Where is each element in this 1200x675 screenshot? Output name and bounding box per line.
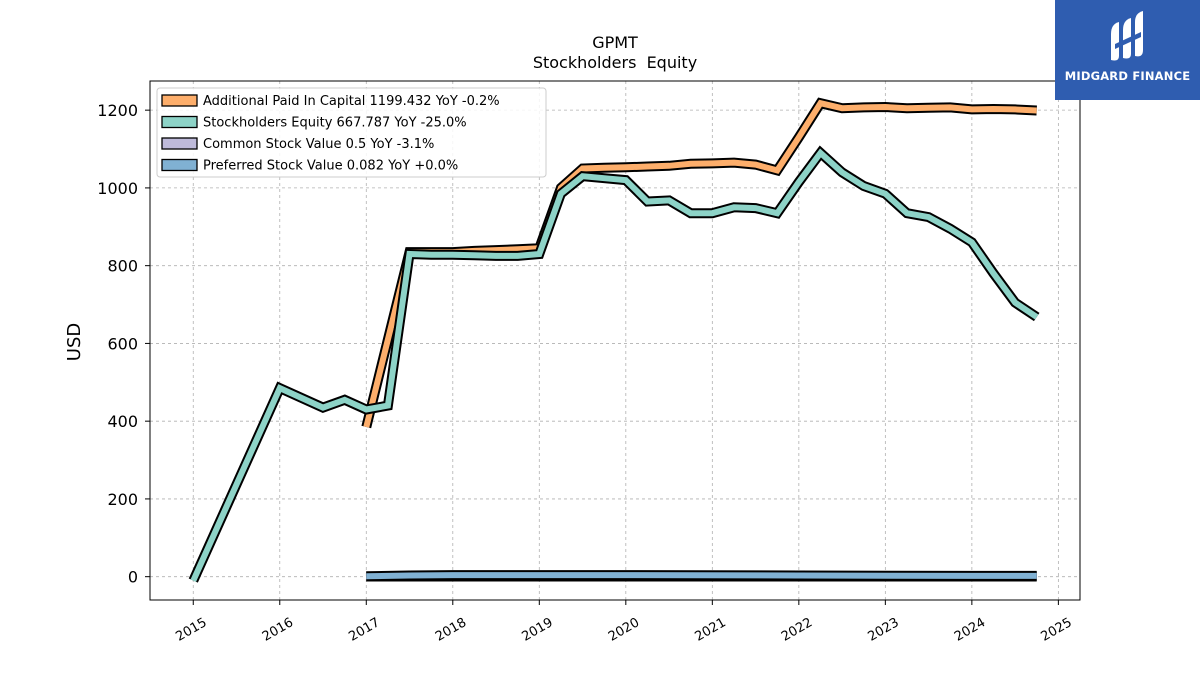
series-outline <box>188 145 1040 583</box>
legend: Additional Paid In Capital 1199.432 YoY … <box>156 87 547 178</box>
y-tick-label: 0 <box>128 568 138 587</box>
series-line-3 <box>366 570 1037 582</box>
legend-swatch <box>161 115 198 129</box>
legend-item: Preferred Stock Value 0.082 YoY +0.0% <box>161 158 458 174</box>
x-tick-label: 2022 <box>779 615 815 645</box>
legend-label: Stockholders Equity 667.787 YoY -25.0% <box>203 116 467 131</box>
x-tick-label: 2023 <box>866 615 902 645</box>
x-tick-label: 2021 <box>692 615 728 645</box>
chart-subtitle: Stockholders Equity <box>533 53 697 72</box>
x-tick-label: 2015 <box>173 615 209 645</box>
series-lines <box>188 97 1040 583</box>
plot-frame <box>149 80 1081 601</box>
legend-label: Additional Paid In Capital 1199.432 YoY … <box>203 94 500 109</box>
series-line-1 <box>188 145 1040 583</box>
x-tick-label: 2024 <box>952 615 988 645</box>
legend-box <box>156 87 547 178</box>
legend-item: Stockholders Equity 667.787 YoY -25.0% <box>161 115 467 131</box>
legend-swatch <box>161 137 198 150</box>
y-axis-label: USD <box>64 323 85 361</box>
series-stroke <box>190 148 1039 582</box>
brand-logo: MIDGARD FINANCE <box>1055 0 1200 100</box>
y-tick-label: 400 <box>107 412 138 431</box>
legend-item: Additional Paid In Capital 1199.432 YoY … <box>161 94 500 109</box>
brand-name: MIDGARD FINANCE <box>1064 69 1191 83</box>
x-tick-label: 2016 <box>260 615 296 645</box>
legend-item: Common Stock Value 0.5 YoY -3.1% <box>161 137 434 152</box>
x-tick-label: 2020 <box>606 615 642 645</box>
legend-swatch <box>161 94 198 107</box>
legend-label: Common Stock Value 0.5 YoY -3.1% <box>203 137 434 152</box>
x-tick-label: 2017 <box>346 615 382 645</box>
midgard-logo-icon <box>1111 11 1143 61</box>
axis-ticks: 0 200 400 600 800 1000 1200 2015 2016 2017 2018 201… <box>97 101 1074 645</box>
chart-title: GPMT <box>592 33 638 52</box>
y-tick-label: 1000 <box>97 179 138 198</box>
y-tick-label: 600 <box>107 334 138 353</box>
x-tick-label: 2025 <box>1039 615 1075 645</box>
legend-label: Preferred Stock Value 0.082 YoY +0.0% <box>203 159 458 174</box>
series-stroke <box>366 572 1037 580</box>
y-tick-label: 200 <box>107 490 138 509</box>
y-tick-label: 1200 <box>97 101 138 120</box>
y-tick-label: 800 <box>107 257 138 276</box>
legend-swatch <box>161 158 198 172</box>
x-tick-label: 2018 <box>433 615 469 645</box>
x-tick-label: 2019 <box>519 615 555 645</box>
